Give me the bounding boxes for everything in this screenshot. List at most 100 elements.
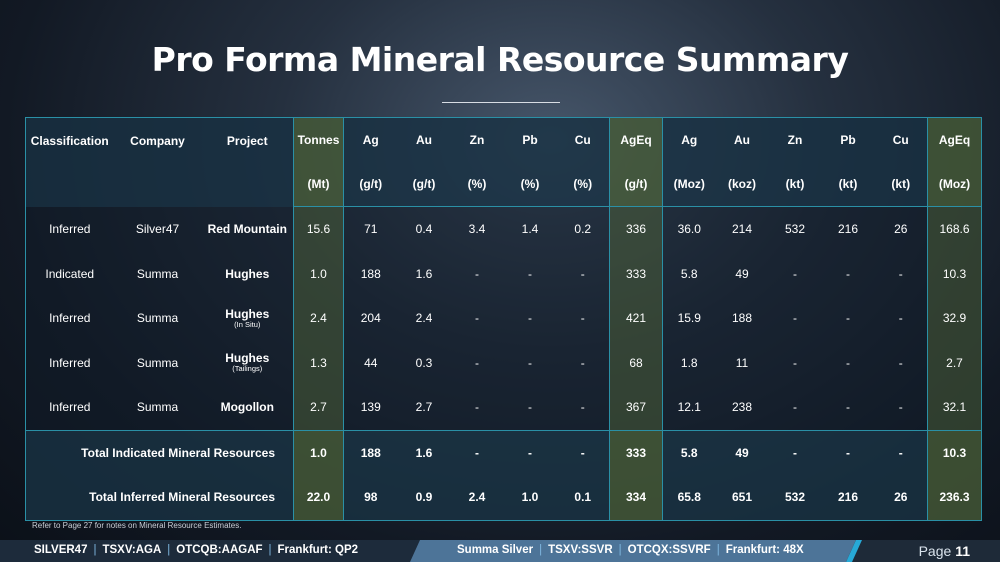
value-cell: 216 [837, 222, 859, 237]
footer-left-panel [0, 540, 430, 562]
classification-cell: Indicated [45, 266, 95, 281]
unit-cell: (kt) [874, 162, 928, 207]
total-value-cell: - [874, 429, 928, 475]
total-value-cell: - [556, 429, 610, 475]
value-cell: 2.7 [293, 385, 344, 430]
footer-ticker: Frankfurt: QP2 [277, 544, 359, 556]
value-cell: 367 [609, 385, 663, 430]
col-header-ag-contained: Ag [662, 117, 716, 162]
unit-cell: (Mt) [293, 162, 344, 207]
col-header-project: Project [201, 117, 294, 207]
total-value-cell: - [503, 429, 557, 475]
value-cell: 5.8 [680, 266, 698, 281]
page-title: Pro Forma Mineral Resource Summary [151, 40, 849, 79]
total-row: Total Indicated Mineral Resources 1.0 188 1… [25, 429, 982, 475]
table-row: Inferred Summa Hughes (Tailings) 1.3 44 0.3- - -… [26, 340, 982, 385]
table-row: Inferred Summa Hughes (In Situ) 2.4 204 2.4- - -… [26, 296, 982, 341]
footer-left-tickers: SILVER47 | TSXV:AGA | OTCQB:AAGAF | Frankfurt:… [34, 544, 358, 556]
value-cell: 11 [735, 355, 749, 370]
total-value-cell: 98 [343, 475, 398, 520]
total-value-cell: 333 [609, 429, 663, 475]
company-cell: Summa [136, 355, 179, 370]
value-cell: - [475, 266, 479, 281]
value-cell: - [556, 251, 610, 296]
total-value-cell: 188 [343, 429, 398, 475]
project-cell: Red Mountain [201, 206, 294, 252]
value-cell: - [475, 400, 479, 415]
value-cell: 3.4 [468, 222, 486, 237]
footer-separator: | [167, 544, 171, 556]
total-value-cell: - [768, 429, 822, 475]
value-cell: 333 [609, 251, 663, 296]
classification-cell: Inferred [49, 355, 91, 370]
header-row: Classification Company Project Tonnes Ag… [25, 117, 982, 207]
total-value-cell: - [821, 429, 875, 475]
value-cell: 1.8 [680, 355, 698, 370]
value-cell: 204 [360, 311, 381, 326]
col-header-zn-contained: Zn [768, 117, 822, 162]
value-cell: - [556, 340, 610, 385]
total-value-cell: 651 [715, 475, 769, 520]
total-value-cell: 236.3 [927, 475, 982, 520]
unit-cell: (g/t) [343, 162, 398, 207]
value-cell: - [874, 340, 928, 385]
resource-table-body: Inferred Silver47 Red Mountain 15.6 71 0.4 3.4… [25, 206, 982, 520]
total-value-cell: 2.4 [450, 475, 504, 520]
footer-ticker: OTCQX:SSVRF [627, 544, 711, 556]
value-cell: 238 [731, 400, 753, 415]
value-cell: 15.9 [677, 311, 701, 326]
col-header-au-grade: Au [397, 117, 451, 162]
total-label: Total Indicated Mineral Resources [25, 429, 294, 475]
total-value-cell: 0.1 [556, 475, 610, 520]
unit-cell: (%) [450, 162, 504, 207]
value-cell: 188 [360, 266, 381, 281]
page-label: Page [918, 543, 952, 559]
value-cell: 2.7 [415, 400, 433, 415]
col-header-cu-contained: Cu [874, 117, 928, 162]
unit-cell: (kt) [768, 162, 822, 207]
value-cell: 2.4 [415, 311, 433, 326]
col-header-pb-contained: Pb [821, 117, 875, 162]
value-cell: 44 [364, 355, 378, 370]
total-value-cell: 22.0 [293, 475, 344, 520]
footer-middle-tickers: Summa Silver | TSXV:SSVR | OTCQX:SSVRF | Frank… [457, 544, 804, 556]
footer-separator: | [618, 544, 622, 556]
total-value-cell: 532 [768, 475, 822, 520]
value-cell: 2.4 [293, 296, 344, 341]
value-cell: 32.1 [927, 385, 982, 430]
footer-separator: | [539, 544, 543, 556]
col-header-pb-grade: Pb [503, 117, 557, 162]
footer-ticker: SILVER47 [34, 544, 88, 556]
project-name: Mogollon [220, 400, 274, 415]
value-cell: 0.4 [415, 222, 433, 237]
value-cell: 68 [609, 340, 663, 385]
total-label: Total Inferred Mineral Resources [25, 475, 294, 520]
footer-ticker: OTCQB:AAGAF [176, 544, 263, 556]
value-cell: - [874, 385, 928, 430]
unit-cell: (%) [556, 162, 610, 207]
value-cell: 32.9 [927, 296, 982, 341]
value-cell: 1.3 [293, 340, 344, 385]
project-name: Red Mountain [207, 222, 287, 236]
col-header-ageq-grade: AgEq [609, 117, 663, 162]
project-cell: Hughes (Tailings) [201, 340, 294, 385]
value-cell: - [528, 400, 532, 415]
project-subtitle: (Tailings) [232, 364, 263, 374]
value-cell: - [556, 385, 610, 430]
table-row: Inferred Summa Mogollon 2.7 139 2.7- - -367 12.1… [26, 385, 982, 430]
unit-cell: (koz) [715, 162, 769, 207]
value-cell: 139 [360, 400, 381, 415]
value-cell: - [874, 296, 928, 341]
unit-cell: (kt) [821, 162, 875, 207]
value-cell: 71 [364, 222, 378, 237]
value-cell: - [846, 266, 850, 281]
value-cell: 0.2 [556, 206, 610, 252]
project-name: Hughes [225, 306, 270, 321]
value-cell: - [793, 355, 797, 370]
table-row: Indicated Summa Hughes 1.0 188 1.6- - -333 5.8 49… [26, 251, 982, 296]
total-value-cell: 1.6 [397, 429, 451, 475]
value-cell: 336 [609, 206, 663, 252]
value-cell: 12.1 [677, 400, 701, 415]
company-cell: Summa [136, 400, 179, 415]
value-cell: 26 [874, 206, 928, 252]
